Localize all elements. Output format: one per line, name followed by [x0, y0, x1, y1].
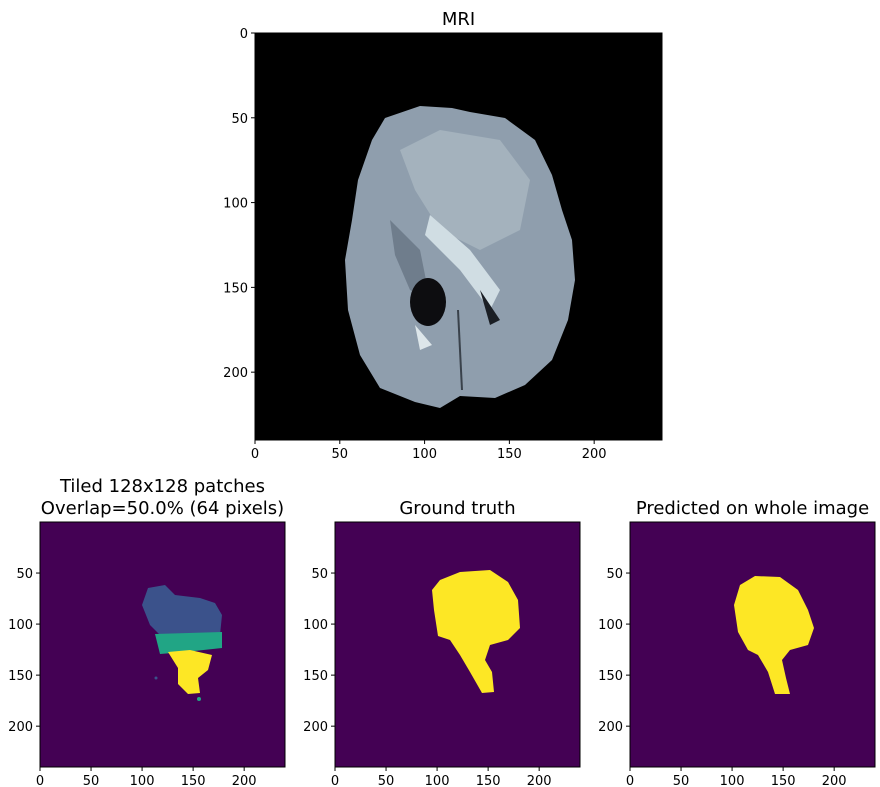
- y-tick-label: 50: [311, 567, 328, 582]
- x-tick-label: 50: [83, 774, 100, 787]
- chart-title: Predicted on whole image: [636, 498, 869, 519]
- y-tick-label: 200: [303, 720, 328, 735]
- chart-title: Overlap=50.0% (64 pixels): [41, 498, 284, 519]
- x-tick-label: 50: [378, 774, 395, 787]
- y-tick-label: 50: [16, 567, 33, 582]
- x-tick-label: 150: [771, 774, 796, 787]
- y-tick-label: 100: [598, 618, 623, 633]
- chart-title: Tiled 128x128 patches: [59, 476, 265, 497]
- y-tick-label: 200: [598, 720, 623, 735]
- mri-image: [255, 33, 662, 440]
- x-tick-label: 50: [332, 447, 349, 462]
- ground-truth-image: [335, 522, 580, 767]
- x-tick-label: 0: [36, 774, 44, 787]
- y-tick-label: 200: [8, 720, 33, 735]
- y-tick-label: 150: [223, 281, 248, 296]
- x-tick-label: 100: [130, 774, 155, 787]
- x-tick-label: 0: [626, 774, 634, 787]
- x-tick-label: 150: [497, 447, 522, 462]
- chart-title: Ground truth: [399, 498, 515, 519]
- x-tick-label: 150: [476, 774, 501, 787]
- y-tick-label: 50: [231, 112, 248, 127]
- figure: 0 50 100 150 200 0 50 100 150 200 MRI 0 50 100 150 200 5…: [0, 0, 880, 787]
- predicted-image: [630, 522, 875, 767]
- chart-title: MRI: [442, 9, 475, 30]
- y-tick-label: 100: [303, 618, 328, 633]
- y-tick-label: 150: [8, 669, 33, 684]
- tiled-patches-image: [40, 522, 285, 767]
- y-tick-label: 150: [303, 669, 328, 684]
- x-tick-label: 150: [181, 774, 206, 787]
- x-tick-label: 0: [331, 774, 339, 787]
- y-tick-label: 100: [8, 618, 33, 633]
- x-tick-label: 200: [232, 774, 257, 787]
- y-tick-label: 200: [223, 366, 248, 381]
- x-tick-label: 100: [720, 774, 745, 787]
- x-tick-label: 100: [412, 447, 437, 462]
- y-tick-label: 100: [223, 197, 248, 212]
- y-tick-label: 0: [240, 27, 248, 42]
- x-tick-label: 0: [251, 447, 259, 462]
- x-tick-label: 200: [582, 447, 607, 462]
- y-tick-label: 50: [606, 567, 623, 582]
- x-tick-label: 200: [527, 774, 552, 787]
- x-tick-label: 100: [425, 774, 450, 787]
- x-tick-label: 200: [822, 774, 847, 787]
- x-tick-label: 50: [673, 774, 690, 787]
- y-tick-label: 150: [598, 669, 623, 684]
